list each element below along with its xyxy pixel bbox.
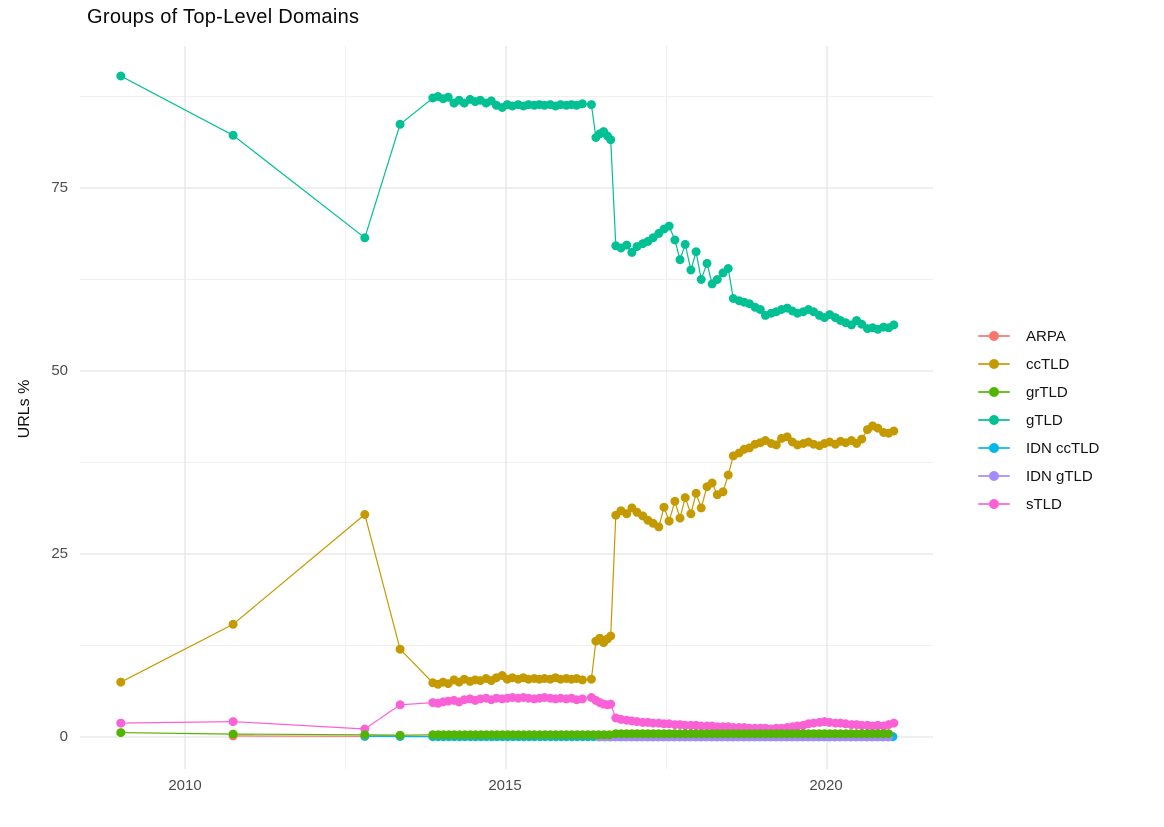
y-tick-label-50: 50 [51, 362, 68, 379]
legend: ARPA ccTLD grTLD gTLD IDN ccTLD IDN gTLD… [978, 322, 1099, 518]
legend-item-arpa: ARPA [978, 322, 1099, 350]
y-tick-label-75: 75 [51, 179, 68, 196]
legend-item-idn-gtld: IDN gTLD [978, 462, 1099, 490]
x-tick-label-2015: 2015 [488, 777, 522, 794]
legend-key-icon [978, 331, 1010, 342]
legend-item-grtld: grTLD [978, 378, 1099, 406]
y-tick-label-0: 0 [59, 728, 68, 745]
legend-label: grTLD [1026, 383, 1068, 401]
legend-label: ccTLD [1026, 355, 1070, 373]
y-tick-label-25: 25 [51, 545, 68, 562]
legend-key-icon [978, 415, 1010, 426]
legend-label: IDN gTLD [1026, 467, 1093, 485]
legend-key-icon [978, 443, 1010, 454]
x-tick-label-2010: 2010 [168, 777, 202, 794]
legend-item-idn-cctld: IDN ccTLD [978, 434, 1099, 462]
legend-key-icon [978, 499, 1010, 510]
chart-title: Groups of Top-Level Domains [87, 6, 360, 28]
legend-key-icon [978, 359, 1010, 370]
legend-item-gtld: gTLD [978, 406, 1099, 434]
legend-label: ARPA [1026, 327, 1066, 345]
x-tick-label-2020: 2020 [809, 777, 843, 794]
legend-key-icon [978, 387, 1010, 398]
legend-key-icon [978, 471, 1010, 482]
legend-label: IDN ccTLD [1026, 439, 1100, 457]
legend-item-stld: sTLD [978, 490, 1099, 518]
legend-item-cctld: ccTLD [978, 350, 1099, 378]
legend-label: sTLD [1026, 495, 1062, 513]
legend-label: gTLD [1026, 411, 1063, 429]
